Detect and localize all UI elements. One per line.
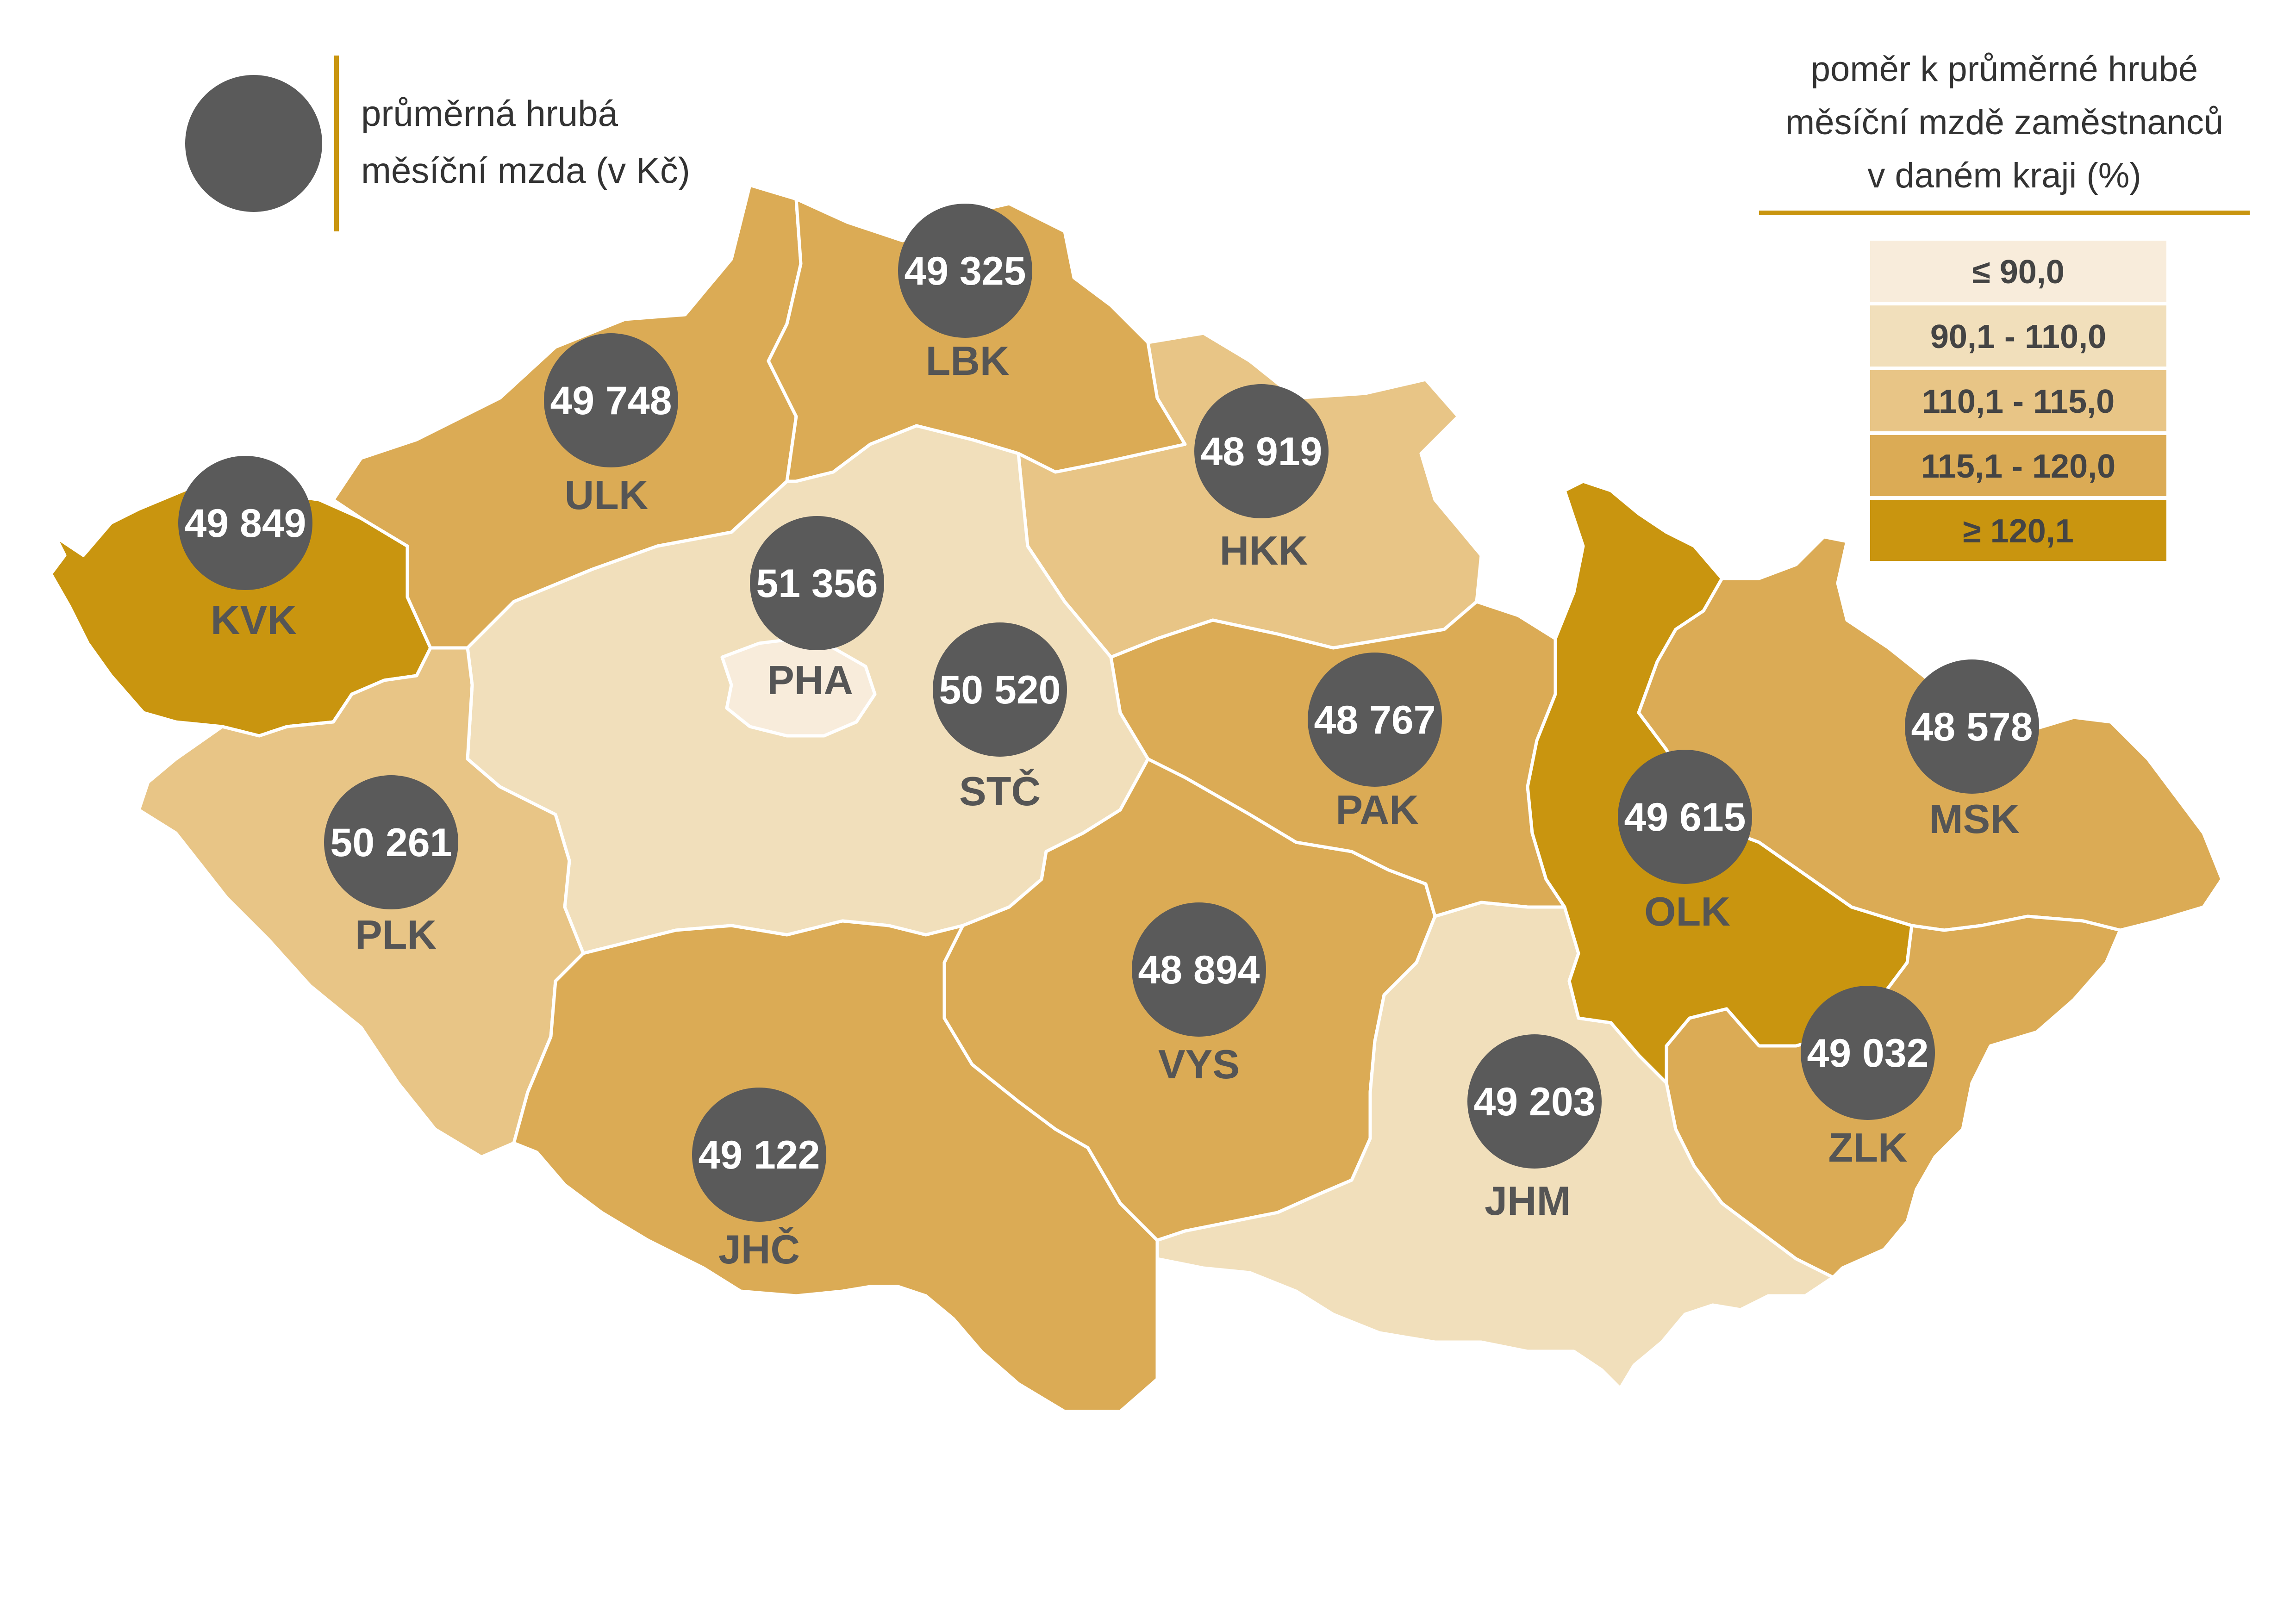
bubble-legend: průměrná hrubá měsíční mzda (v Kč)	[185, 56, 690, 231]
region-value-jhm: 49 203	[1473, 1080, 1595, 1124]
class-legend-underline	[1759, 211, 2250, 215]
regions-layer	[49, 183, 2224, 1413]
region-value-zlk: 49 032	[1807, 1031, 1928, 1076]
region-code-stc: STČ	[959, 768, 1041, 814]
region-value-ulk: 49 748	[550, 379, 672, 423]
legend-bubble-line1: průměrná hrubá	[361, 93, 618, 134]
region-value-jhc: 49 122	[698, 1133, 820, 1177]
region-value-pak: 48 767	[1314, 698, 1435, 742]
value-bubble-zlk	[1801, 986, 1935, 1120]
region-code-hkk: HKK	[1220, 528, 1308, 573]
class-legend-title-line3: v daném kraji (%)	[1867, 156, 2141, 195]
class-legend: poměr k průměrné hrubé měsíční mzdě zamě…	[1759, 50, 2250, 561]
region-code-kvk: KVK	[211, 597, 297, 643]
value-bubble-hkk	[1194, 384, 1329, 518]
legend-class-swatch	[1870, 435, 2166, 496]
region-value-pha: 51 356	[756, 561, 878, 606]
class-legend-title-line1: poměr k průměrné hrubé	[1811, 50, 2198, 89]
region-code-vys: VYS	[1158, 1041, 1240, 1087]
region-code-plk: PLK	[355, 912, 437, 958]
value-bubble-jhc	[692, 1088, 826, 1222]
region-code-jhm: JHM	[1485, 1178, 1571, 1224]
legend-class-label: ≤ 90,0	[1972, 254, 2065, 291]
region-value-vys: 48 894	[1138, 948, 1260, 992]
legend-class-swatch	[1870, 241, 2166, 302]
legend-class-swatch	[1870, 370, 2166, 431]
region-value-kvk: 49 849	[184, 501, 306, 546]
legend-class-label: 110,1 - 115,0	[1922, 383, 2115, 420]
region-plk[interactable]	[137, 646, 585, 1159]
value-bubble-kvk	[178, 456, 312, 590]
region-code-pak: PAK	[1335, 787, 1418, 833]
legend-class-label: 90,1 - 110,0	[1930, 318, 2106, 355]
region-value-msk: 48 578	[1911, 705, 2033, 749]
region-value-hkk: 48 919	[1200, 429, 1322, 474]
legend-bubble-line2: měsíční mzda (v Kč)	[361, 150, 690, 191]
legend-class-swatch	[1870, 305, 2166, 367]
region-jhc[interactable]	[512, 919, 1159, 1413]
region-code-olk: OLK	[1644, 889, 1730, 934]
value-bubble-ulk	[544, 333, 678, 467]
value-bubble-plk	[324, 775, 458, 909]
value-bubble-pha	[750, 516, 884, 650]
value-bubble-msk	[1905, 659, 2039, 794]
region-code-lbk: LBK	[926, 338, 1010, 384]
value-bubble-pak	[1308, 653, 1442, 787]
labels-layer: KVK 49 849 ULK 49 748 LBK 49 325 HKK 48 919 PHA 5…	[178, 204, 2039, 1272]
value-bubble-jhm	[1467, 1034, 1602, 1169]
region-value-lbk: 49 325	[904, 249, 1026, 293]
legend-class-swatch	[1870, 500, 2166, 561]
legend-bubble-icon	[185, 75, 322, 212]
region-code-msk: MSK	[1929, 796, 2020, 842]
region-code-jhc: JHČ	[718, 1226, 800, 1272]
region-value-stc: 50 520	[939, 668, 1061, 712]
legend-accent-line	[334, 56, 339, 231]
value-bubble-vys	[1132, 902, 1266, 1037]
legend-class-label: 115,1 - 120,0	[1921, 448, 2115, 485]
legend-class-label: ≥ 120,1	[1963, 513, 2074, 550]
class-legend-title-line2: měsíční mzdě zaměstnanců	[1785, 103, 2223, 142]
value-bubble-lbk	[898, 204, 1032, 338]
value-bubble-olk	[1618, 750, 1752, 884]
region-code-pha: PHA	[767, 657, 853, 703]
region-value-plk: 50 261	[330, 821, 452, 865]
region-value-olk: 49 615	[1624, 795, 1746, 839]
region-code-ulk: ULK	[565, 472, 649, 518]
region-code-zlk: ZLK	[1828, 1125, 1907, 1170]
value-bubble-stc	[933, 622, 1067, 757]
